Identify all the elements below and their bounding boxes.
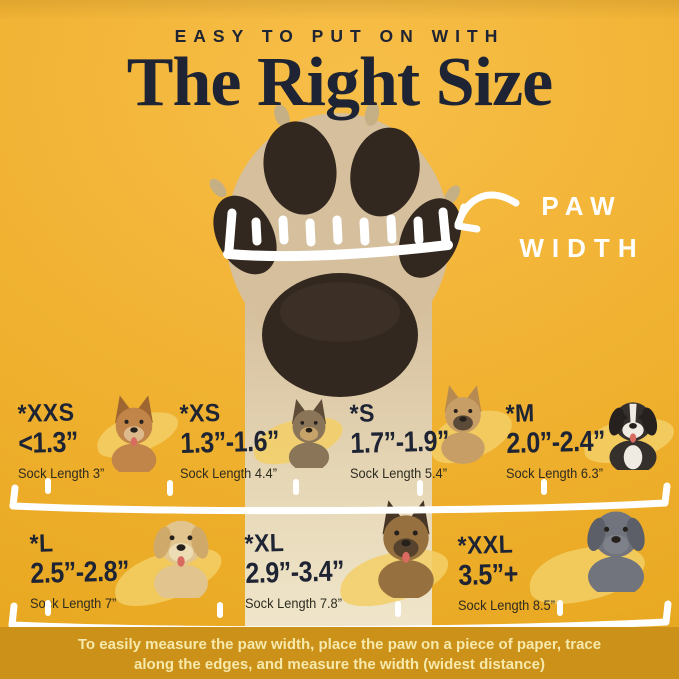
paw-width-range: 3.5”+ xyxy=(458,558,519,592)
size-entry-xs: *XS 1.3”-1.6” Sock Length 4.4” xyxy=(179,398,295,481)
size-entry-xxl: *XXL 3.5”+ Sock Length 8.5” xyxy=(457,530,560,613)
dog-image-australian-shepherd xyxy=(590,386,676,475)
dog-image-chihuahua xyxy=(98,392,170,477)
dog-image-german-shepherd xyxy=(364,496,448,601)
sock-length: Sock Length 3” xyxy=(18,466,105,481)
paw-width-label: PAW WIDTH xyxy=(497,186,667,269)
size-entry-s: *S 1.7”-1.9” Sock Length 5.4” xyxy=(349,399,465,481)
paw-width-line1: PAW xyxy=(541,191,623,221)
page-title: The Right Size xyxy=(126,44,553,121)
dog-image-yorkie-puppy xyxy=(278,396,340,472)
footer-line2: along the edges, and measure the width (… xyxy=(134,656,545,673)
paw-width-range: 2.0”-2.4” xyxy=(506,425,606,460)
paw-width-line2: WIDTH xyxy=(519,232,645,263)
paw-width-range: 1.3”-1.6” xyxy=(180,425,280,460)
size-entry-l: *L 2.5”-2.8” Sock Length 7” xyxy=(29,529,145,611)
sock-length: Sock Length 6.3” xyxy=(506,466,603,481)
size-entry-xxs: *XXS <1.3” Sock Length 3” xyxy=(17,398,109,481)
size-name: *XXL xyxy=(457,530,514,561)
dog-image-golden-retriever xyxy=(128,502,234,603)
paw-width-range: 2.9”-3.4” xyxy=(245,555,345,590)
size-name: *XS xyxy=(179,398,221,429)
size-entry-xl: *XL 2.9”-3.4” Sock Length 7.8” xyxy=(244,528,360,611)
sock-length: Sock Length 7.8” xyxy=(245,596,342,611)
dog-image-great-dane xyxy=(570,492,662,598)
sock-length: Sock Length 7” xyxy=(30,596,117,611)
size-name: *XXS xyxy=(17,398,75,429)
size-name: *XL xyxy=(244,528,285,559)
size-name: *M xyxy=(505,399,536,429)
size-name: *L xyxy=(29,529,54,559)
size-entry-m: *M 2.0”-2.4” Sock Length 6.3” xyxy=(505,399,621,481)
footer-note-band: To easily measure the paw width, place t… xyxy=(0,627,679,679)
sock-length: Sock Length 5.4” xyxy=(350,466,447,481)
dog-image-french-bulldog xyxy=(430,382,496,468)
paw-width-range: <1.3” xyxy=(18,426,79,460)
paw-width-range: 1.7”-1.9” xyxy=(350,425,450,460)
sock-length: Sock Length 8.5” xyxy=(458,598,555,613)
footer-line1: To easily measure the paw width, place t… xyxy=(77,636,602,653)
eyebrow-text: EASY TO PUT ON WITH xyxy=(174,26,505,46)
paw-width-range: 2.5”-2.8” xyxy=(30,555,130,590)
paw-photo xyxy=(200,100,480,635)
size-name: *S xyxy=(349,399,376,429)
sock-length: Sock Length 4.4” xyxy=(180,466,277,481)
